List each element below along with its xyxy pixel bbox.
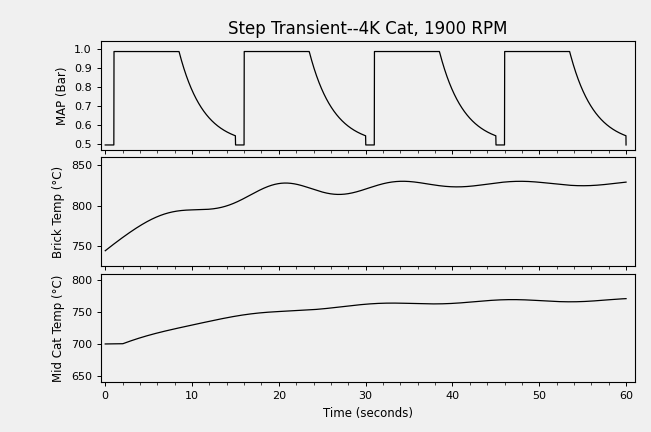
- Title: Step Transient--4K Cat, 1900 RPM: Step Transient--4K Cat, 1900 RPM: [228, 20, 508, 38]
- Y-axis label: Mid Cat Temp (°C): Mid Cat Temp (°C): [52, 274, 65, 381]
- Y-axis label: MAP (Bar): MAP (Bar): [55, 66, 68, 125]
- Y-axis label: Brick Temp (°C): Brick Temp (°C): [52, 165, 65, 258]
- X-axis label: Time (seconds): Time (seconds): [323, 407, 413, 420]
